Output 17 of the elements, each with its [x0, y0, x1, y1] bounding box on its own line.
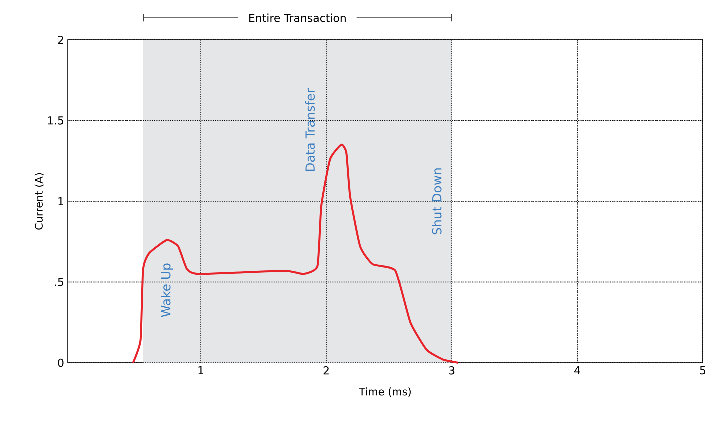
x-tick-label: 2 — [324, 366, 329, 375]
y-tick-label: 0 — [58, 358, 64, 368]
y-axis-title: Current (A) — [34, 173, 44, 230]
x-tick-label: 1 — [198, 366, 204, 375]
x-tick-label: 5 — [700, 366, 706, 375]
annotation: Shut Down — [432, 168, 442, 235]
x-tick-label: 3 — [449, 366, 455, 375]
band-label: Entire Transaction — [250, 14, 346, 22]
y-tick-label: 1 — [58, 198, 64, 206]
annotation: Data Transfer — [305, 88, 316, 172]
annotation: Wake Up — [161, 264, 174, 318]
y-tick-label: 2 — [58, 36, 64, 44]
x-tick-label: 4 — [574, 366, 580, 375]
y-tick-label: .5 — [55, 278, 64, 286]
x-axis-title: Time (ms) — [359, 388, 411, 397]
line-series — [132, 144, 460, 364]
y-tick-label: 1.5 — [48, 116, 64, 125]
